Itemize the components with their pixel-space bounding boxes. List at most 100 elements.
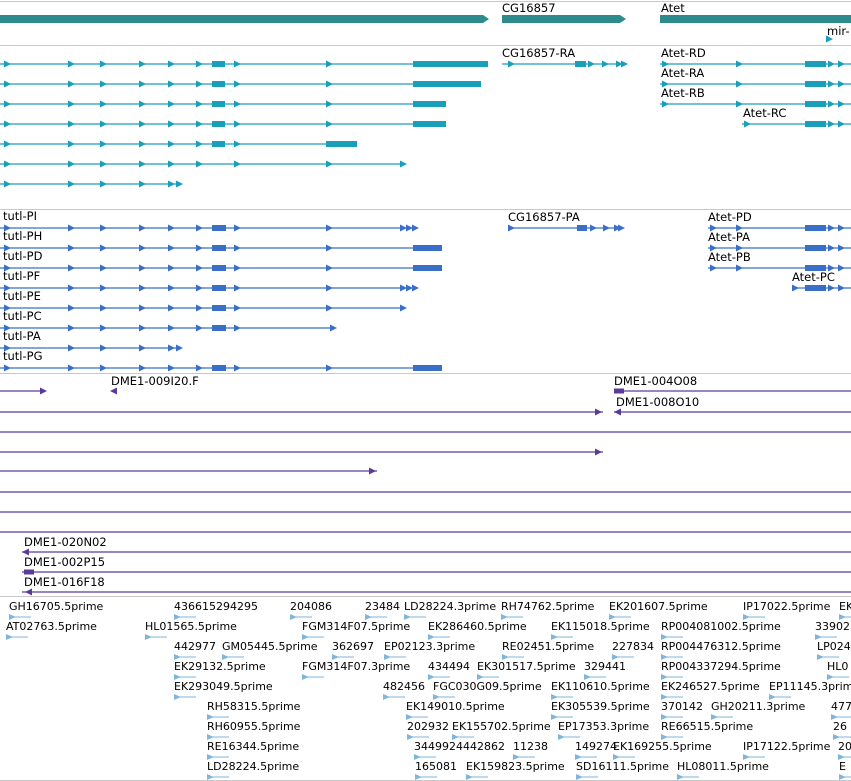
strand-arrow <box>4 100 11 108</box>
strand-arrow <box>326 304 333 312</box>
strand-arrow <box>168 304 175 312</box>
protein-label: tutl-PC <box>3 309 42 323</box>
est-label: EK29132.5prime <box>174 660 266 673</box>
strand-arrow <box>4 304 11 312</box>
est-label: 370142 <box>661 700 703 713</box>
est-arrow <box>831 714 838 720</box>
exon-block <box>413 81 481 87</box>
est-label: RE02451.5prime <box>502 640 594 653</box>
exon-block <box>413 101 446 107</box>
protein-label: tutl-PI <box>3 209 37 223</box>
strand-arrow <box>196 324 203 332</box>
est-arrow <box>661 654 668 660</box>
gene-bar[interactable] <box>502 15 626 23</box>
est-label: EK305539.5prime <box>551 700 650 713</box>
est-arrow <box>365 614 372 620</box>
exon-block <box>212 81 225 87</box>
strand-arrow <box>792 284 799 292</box>
clone-end <box>614 388 624 394</box>
strand-arrow <box>168 324 175 332</box>
est-label: EK286460.5prime <box>428 620 527 633</box>
est-label: 482456 <box>383 680 425 693</box>
est-arrow <box>383 694 390 700</box>
strand-arrow <box>838 80 845 88</box>
strand-arrow <box>4 120 11 128</box>
cds-block <box>805 285 826 291</box>
clone-label: DME1-009I20.F <box>111 374 199 388</box>
cds-block <box>413 365 442 371</box>
est-arrow <box>551 634 558 640</box>
strand-arrow <box>234 160 241 168</box>
est-arrow <box>477 674 484 680</box>
est-arrow <box>428 634 435 640</box>
transcript-track: CG16857-RA Atet-RD Atet-RA Atet-RB Atet-RC <box>0 46 851 188</box>
clone-arrow <box>22 548 29 556</box>
est-arrow <box>302 674 309 680</box>
strand-arrow <box>828 264 835 272</box>
est-arrow <box>575 754 582 760</box>
strand-arrow <box>139 160 146 168</box>
est-label: 329441 <box>584 660 626 673</box>
exon-block <box>212 61 225 67</box>
strand-arrow <box>168 264 175 272</box>
strand-arrow <box>4 364 11 372</box>
strand-arrow <box>838 264 845 272</box>
strand-arrow <box>621 60 628 68</box>
protein-label: Atet-PA <box>708 230 750 244</box>
strand-arrow <box>168 100 175 108</box>
strand-arrow <box>618 224 625 232</box>
strand-arrow <box>139 304 146 312</box>
strand-arrow <box>168 364 175 372</box>
transcript-label: CG16857-RA <box>502 46 575 60</box>
strand-arrow <box>710 224 717 232</box>
est-arrow <box>711 714 718 720</box>
strand-arrow <box>196 100 203 108</box>
strand-arrow <box>139 264 146 272</box>
transcript-label: Atet-RA <box>661 66 704 80</box>
gene-bar[interactable] <box>0 15 489 23</box>
est-arrow <box>551 714 558 720</box>
strand-arrow <box>139 224 146 232</box>
strand-arrow <box>826 35 833 43</box>
est-label: FGC030G09.5prime <box>433 680 542 693</box>
strand-arrow <box>196 284 203 292</box>
strand-arrow <box>326 364 333 372</box>
strand-arrow <box>828 100 835 108</box>
est-label: 436615294295 <box>174 600 258 613</box>
strand-arrow <box>68 284 75 292</box>
est-label: 23484 <box>365 600 400 613</box>
strand-arrow <box>68 304 75 312</box>
est-arrow <box>838 754 845 760</box>
strand-arrow <box>508 60 515 68</box>
est-arrow <box>661 674 668 680</box>
est-arrow <box>207 754 214 760</box>
est-label: 20 <box>838 740 851 753</box>
cds-block <box>805 245 826 251</box>
cds-block <box>212 245 226 251</box>
protein-label: tutl-PE <box>3 289 41 303</box>
strand-arrow <box>100 100 107 108</box>
est-label: HL0 <box>827 660 848 673</box>
strand-arrow <box>139 120 146 128</box>
strand-arrow <box>4 324 11 332</box>
strand-arrow <box>68 244 75 252</box>
strand-arrow <box>838 284 845 292</box>
exon-block <box>212 121 225 127</box>
est-label: SD16111.5prime <box>576 760 669 773</box>
strand-arrow <box>234 244 241 252</box>
est-arrow <box>174 694 181 700</box>
protein-track: tutl-PI tutl-PH tutl-PD tutl-PF tutl-PE tutl-… <box>0 209 851 372</box>
strand-arrow <box>68 180 75 188</box>
strand-arrow <box>196 224 203 232</box>
est-label: LP024 <box>817 640 851 653</box>
est-label: EK169255.5prime <box>613 740 712 753</box>
est-arrow <box>576 774 583 780</box>
clone-label: DME1-008O10 <box>616 395 699 409</box>
est-label: EK149010.5prime <box>406 700 505 713</box>
strand-arrow <box>662 60 669 68</box>
est-arrow <box>827 674 834 680</box>
est-label: FGM314F07.5prime <box>302 620 410 633</box>
strand-arrow <box>100 160 107 168</box>
strand-arrow <box>168 344 175 352</box>
gene-bar[interactable] <box>660 15 851 23</box>
